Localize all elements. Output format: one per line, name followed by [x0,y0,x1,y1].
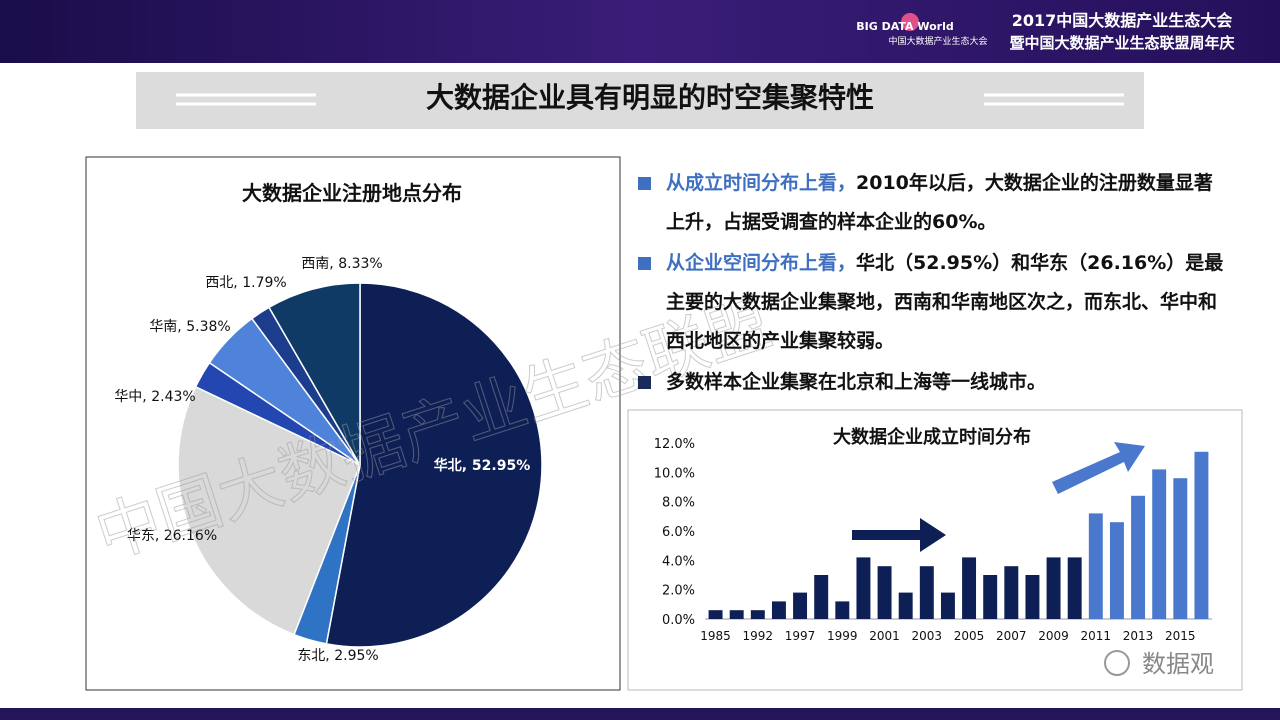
bar [1109,522,1124,619]
bar [1067,557,1082,619]
x-tick-label: 2003 [912,629,943,643]
bar [1088,513,1103,619]
bar [1025,575,1040,619]
pie-slice [177,385,361,636]
footer-icon [1104,650,1130,676]
event-line: 暨中国大数据产业生态联盟周年庆 [1009,34,1234,52]
pie-slice [268,282,361,468]
data-label: 西南, 8.33% [301,256,382,272]
pie-chart: 华北, 52.95% 东北, 2.95% 华东, 26.16% 华中, 2.43% 华南… [114,256,543,664]
bullet-text: 多数样本企业集聚在北京和上海等一线城市。 [666,371,1047,393]
footer-logo: 数据观 [1142,650,1214,678]
bullet: 从成立时间分布上看，2010年以后，大数据企业的注册数量显著上升，占据受调查的样… [636,164,1228,242]
bar [898,592,913,619]
bullet-lead: 从企业空间分布上看， [666,252,857,274]
slide-title: 大数据企业具有明显的时空集聚特性 [426,81,874,114]
bar [814,575,829,619]
y-tick-label: 12.0% [654,437,695,452]
pie-panel [85,156,621,691]
bar [1131,495,1146,619]
pie-slice [325,282,543,648]
x-tick-label: 2005 [954,629,985,643]
bullet: 多数样本企业集聚在北京和上海等一线城市。 [636,363,1228,402]
x-tick-label: 1985 [700,629,731,643]
bar [729,610,744,619]
bar [1004,566,1019,619]
data-label: 华东, 26.16% [127,528,217,544]
x-tick-label: 1999 [827,629,858,643]
pie-title: 大数据企业注册地点分布 [242,181,462,205]
bar-panel [627,409,1243,691]
bullet-text: 华北（52.95%）和华东（26.16%）是最主要的大数据企业集聚地，西南和华南… [666,252,1224,352]
bullet-text: 2010年以后，大数据企业的注册数量显著上升，占据受调查的样本企业的60%。 [666,172,1213,233]
bar-title: 大数据企业成立时间分布 [833,426,1031,448]
bar [940,592,955,619]
bar [793,592,808,619]
data-label: 东北, 2.95% [297,648,378,664]
title-decoration [176,93,1124,106]
event-line: 2017中国大数据产业生态大会 [1012,11,1233,30]
bar [1194,451,1209,619]
x-tick-label: 2013 [1123,629,1154,643]
trend-arrow [852,518,946,552]
x-tick-label: 2011 [1081,629,1112,643]
data-label: 西北, 1.79% [205,275,286,291]
bullet-list: 从成立时间分布上看，2010年以后，大数据企业的注册数量显著上升，占据受调查的样… [636,164,1228,404]
logo-icon [901,13,919,31]
bar [983,575,998,619]
trend-arrow [1052,442,1145,494]
bar-chart: 0.0% 2.0% 4.0% 6.0% 8.0% 10.0% 12.0% 1985 1992 19… [654,437,1212,643]
title-bar [136,72,1144,129]
x-tick-label: 2009 [1038,629,1069,643]
bar [771,601,786,619]
footer-band [0,708,1280,720]
bar [835,601,850,619]
y-tick-label: 8.0% [662,496,695,511]
data-label: 华南, 5.38% [149,319,230,335]
bullet: 从企业空间分布上看，华北（52.95%）和华东（26.16%）是最主要的大数据企… [636,244,1228,361]
x-tick-label: 1992 [743,629,774,643]
x-tick-label: 2001 [869,629,900,643]
logo-sub: 中国大数据产业生态大会 [888,35,987,47]
y-tick-label: 2.0% [662,584,695,599]
bar [1152,469,1167,619]
bar [962,557,977,619]
y-tick-label: 6.0% [662,525,695,540]
data-label: 华北, 52.95% [434,457,531,474]
data-label: 华中, 2.43% [114,389,195,405]
y-tick-label: 0.0% [662,613,695,628]
y-tick-label: 4.0% [662,554,695,569]
bar [856,557,871,619]
bar [1046,557,1061,619]
x-tick-label: 2015 [1165,629,1196,643]
bar [919,566,934,619]
bar [750,610,765,619]
x-tick-label: 1997 [785,629,816,643]
bar [708,610,723,619]
bar [877,566,892,619]
logo: BIG DATA World [856,20,954,33]
x-tick-label: 2007 [996,629,1027,643]
bar [1173,478,1188,619]
bullet-lead: 从成立时间分布上看， [666,172,857,194]
header-band [0,0,1280,63]
y-tick-label: 10.0% [654,466,695,481]
